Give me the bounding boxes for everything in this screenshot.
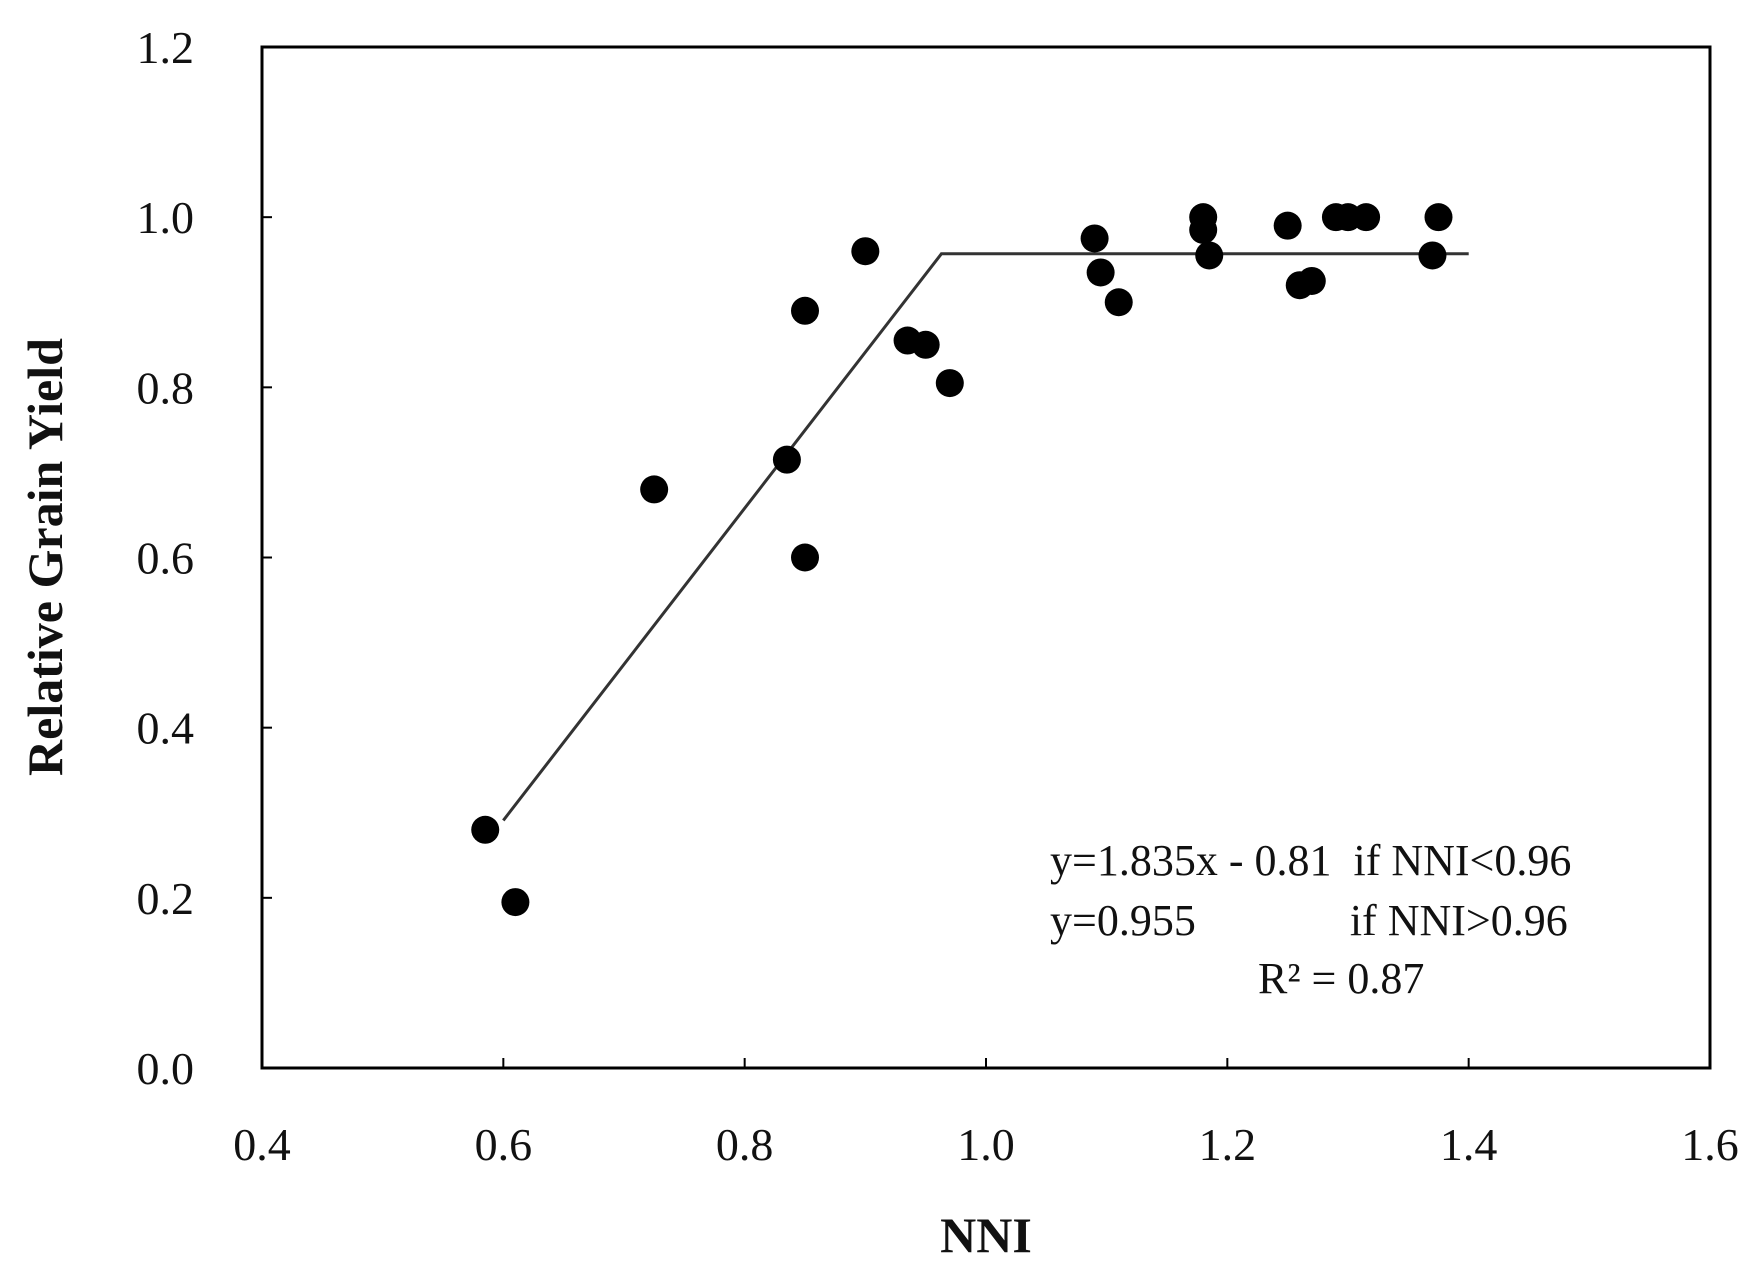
y-tick-label: 0.2 [137, 873, 195, 924]
x-axis-ticks: 0.4 0.6 0.8 1.0 1.2 1.4 1.6 [233, 1058, 1739, 1170]
data-point [640, 475, 669, 504]
y-tick-label: 0.6 [137, 533, 195, 584]
data-point [791, 296, 819, 325]
x-tick-label: 1.2 [1199, 1119, 1257, 1170]
x-tick-label: 1.0 [957, 1119, 1015, 1170]
data-point [1080, 224, 1109, 253]
annotation-equation-2: y=0.955 if NNI>0.96 [1050, 896, 1568, 945]
data-point [1195, 241, 1224, 270]
data-point [772, 445, 801, 474]
fit-line [502, 252, 1469, 822]
y-axis-title: Relative Grain Yield [17, 338, 73, 776]
x-tick-label: 1.6 [1681, 1119, 1739, 1170]
annotation-r-squared: R² = 0.87 [1258, 954, 1424, 1003]
data-point [471, 815, 500, 844]
data-point [1352, 203, 1381, 232]
fit-line-layer [502, 252, 1469, 822]
y-tick-label: 1.2 [137, 22, 195, 73]
data-point [1297, 266, 1326, 295]
data-point [1418, 241, 1447, 270]
data-point [935, 369, 964, 398]
data-point [1189, 215, 1218, 244]
data-point [1104, 288, 1133, 317]
x-axis-title: NNI [940, 1207, 1032, 1263]
data-points-layer [471, 203, 1453, 917]
x-tick-label: 0.6 [475, 1119, 533, 1170]
x-tick-label: 1.4 [1440, 1119, 1498, 1170]
x-tick-label: 0.8 [716, 1119, 774, 1170]
y-tick-label: 0.8 [137, 362, 195, 413]
data-point [501, 888, 530, 917]
y-axis-ticks: 0.0 0.2 0.4 0.6 0.8 1.0 1.2 [137, 22, 272, 1094]
x-tick-label: 0.4 [233, 1119, 291, 1170]
annotation-equation-1: y=1.835x - 0.81 if NNI<0.96 [1050, 836, 1571, 885]
data-point [911, 330, 940, 359]
y-tick-label: 1.0 [137, 192, 195, 243]
data-point [1273, 211, 1302, 240]
data-point [1086, 258, 1115, 287]
data-point [791, 543, 819, 572]
y-tick-label: 0.0 [137, 1043, 195, 1094]
y-tick-label: 0.4 [137, 703, 195, 754]
data-point [1424, 203, 1453, 232]
data-point [851, 237, 880, 266]
